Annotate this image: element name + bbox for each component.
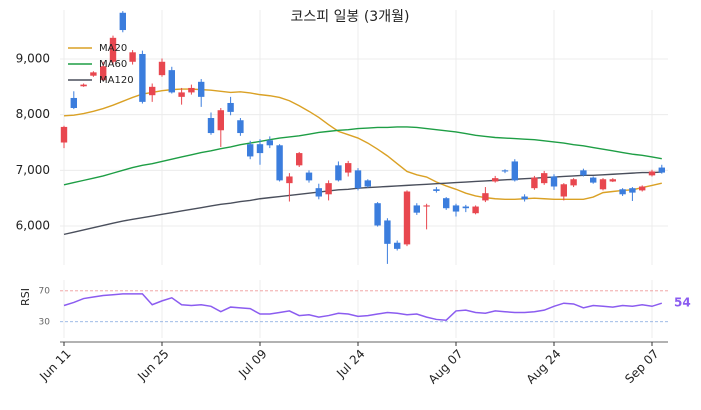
candle-body <box>511 161 518 181</box>
x-tick-label: Jul 09 <box>235 347 269 381</box>
candle-body <box>100 66 107 81</box>
legend-label: MA20 <box>99 43 127 54</box>
candle-body <box>443 198 450 209</box>
candle-body <box>90 72 97 76</box>
candle-body <box>472 206 479 214</box>
candle-body <box>374 203 381 226</box>
y-tick-label: 8,000 <box>16 107 50 121</box>
chart-title: 코스피 일봉 (3개월) <box>291 9 410 25</box>
candle-body <box>423 205 430 207</box>
legend: MA20 MA60 MA120 <box>68 43 134 86</box>
candle-body <box>168 70 175 93</box>
y-tick-label: 9,000 <box>16 51 50 65</box>
candle-body <box>590 177 597 183</box>
candle-body <box>639 186 646 191</box>
candle-body <box>315 188 322 197</box>
candle-body <box>217 110 224 131</box>
candle-body <box>178 92 185 97</box>
x-tick-label: Aug 24 <box>524 347 564 387</box>
y-tick-label: 6,000 <box>16 219 50 233</box>
legend-label: MA60 <box>99 59 127 70</box>
candle-body <box>619 189 626 195</box>
candle-body <box>335 165 342 181</box>
candle-body <box>560 184 567 197</box>
y-tick-label: 30 <box>39 317 51 327</box>
rsi-axis-label: RSI <box>19 288 32 306</box>
candle-body <box>119 12 126 31</box>
candle-body <box>286 176 293 184</box>
candle-body <box>550 176 558 187</box>
candle-body <box>570 179 577 186</box>
rsi-line <box>63 293 663 321</box>
candle-body <box>521 196 528 200</box>
candle-body <box>296 153 303 166</box>
candle-body <box>599 179 607 190</box>
candle-body <box>149 86 156 96</box>
y-tick-label: 7,000 <box>16 163 50 177</box>
x-tick-label: Sep 07 <box>622 347 661 386</box>
candle-body <box>198 81 205 97</box>
candle-body <box>305 172 313 181</box>
candle-body <box>501 170 509 172</box>
x-tick-label: Aug 07 <box>426 347 466 387</box>
candle-body <box>492 178 499 182</box>
rsi-last-label: 54 <box>674 296 691 310</box>
candle-body <box>648 171 656 176</box>
ma-line <box>63 88 662 201</box>
y-tick-label: 70 <box>39 286 51 296</box>
candle-body <box>139 53 146 102</box>
candle-body <box>207 118 215 134</box>
candle-body <box>158 61 166 76</box>
candle-body <box>531 177 538 189</box>
candle-body <box>325 183 332 195</box>
candle-body <box>188 87 195 93</box>
candle-body <box>413 205 420 213</box>
candle-body <box>256 144 264 154</box>
candle-body <box>354 170 362 189</box>
candle-body <box>658 167 665 173</box>
candle-body <box>266 140 273 146</box>
x-tick-label: Jun 25 <box>134 347 171 384</box>
candle-body <box>364 180 371 187</box>
plot-area <box>60 11 665 264</box>
candle-body <box>247 144 254 157</box>
candle-body <box>482 193 489 201</box>
candle-body <box>629 188 636 193</box>
candle-body <box>394 242 401 249</box>
candle-body <box>345 163 352 173</box>
candle-body <box>60 126 68 143</box>
candle-body <box>609 179 616 182</box>
candle-body <box>541 173 548 184</box>
candle-body <box>70 97 77 108</box>
x-tick-label: Jul 24 <box>333 347 367 381</box>
candle-body <box>433 189 440 191</box>
candle-body <box>80 84 87 87</box>
candle-body <box>384 220 391 244</box>
candle-body <box>403 191 411 245</box>
candle-body <box>237 120 244 134</box>
ma-line <box>63 171 662 236</box>
candle-body <box>452 205 460 212</box>
candle-body <box>276 145 283 181</box>
legend-label: MA120 <box>99 75 134 86</box>
candle-body <box>109 37 117 62</box>
x-tick-label: Jun 11 <box>36 347 73 384</box>
candle-body <box>129 52 136 62</box>
ma-line <box>63 126 662 186</box>
candle-body <box>580 170 587 176</box>
candle-body <box>227 102 234 112</box>
candle-body <box>462 206 469 209</box>
